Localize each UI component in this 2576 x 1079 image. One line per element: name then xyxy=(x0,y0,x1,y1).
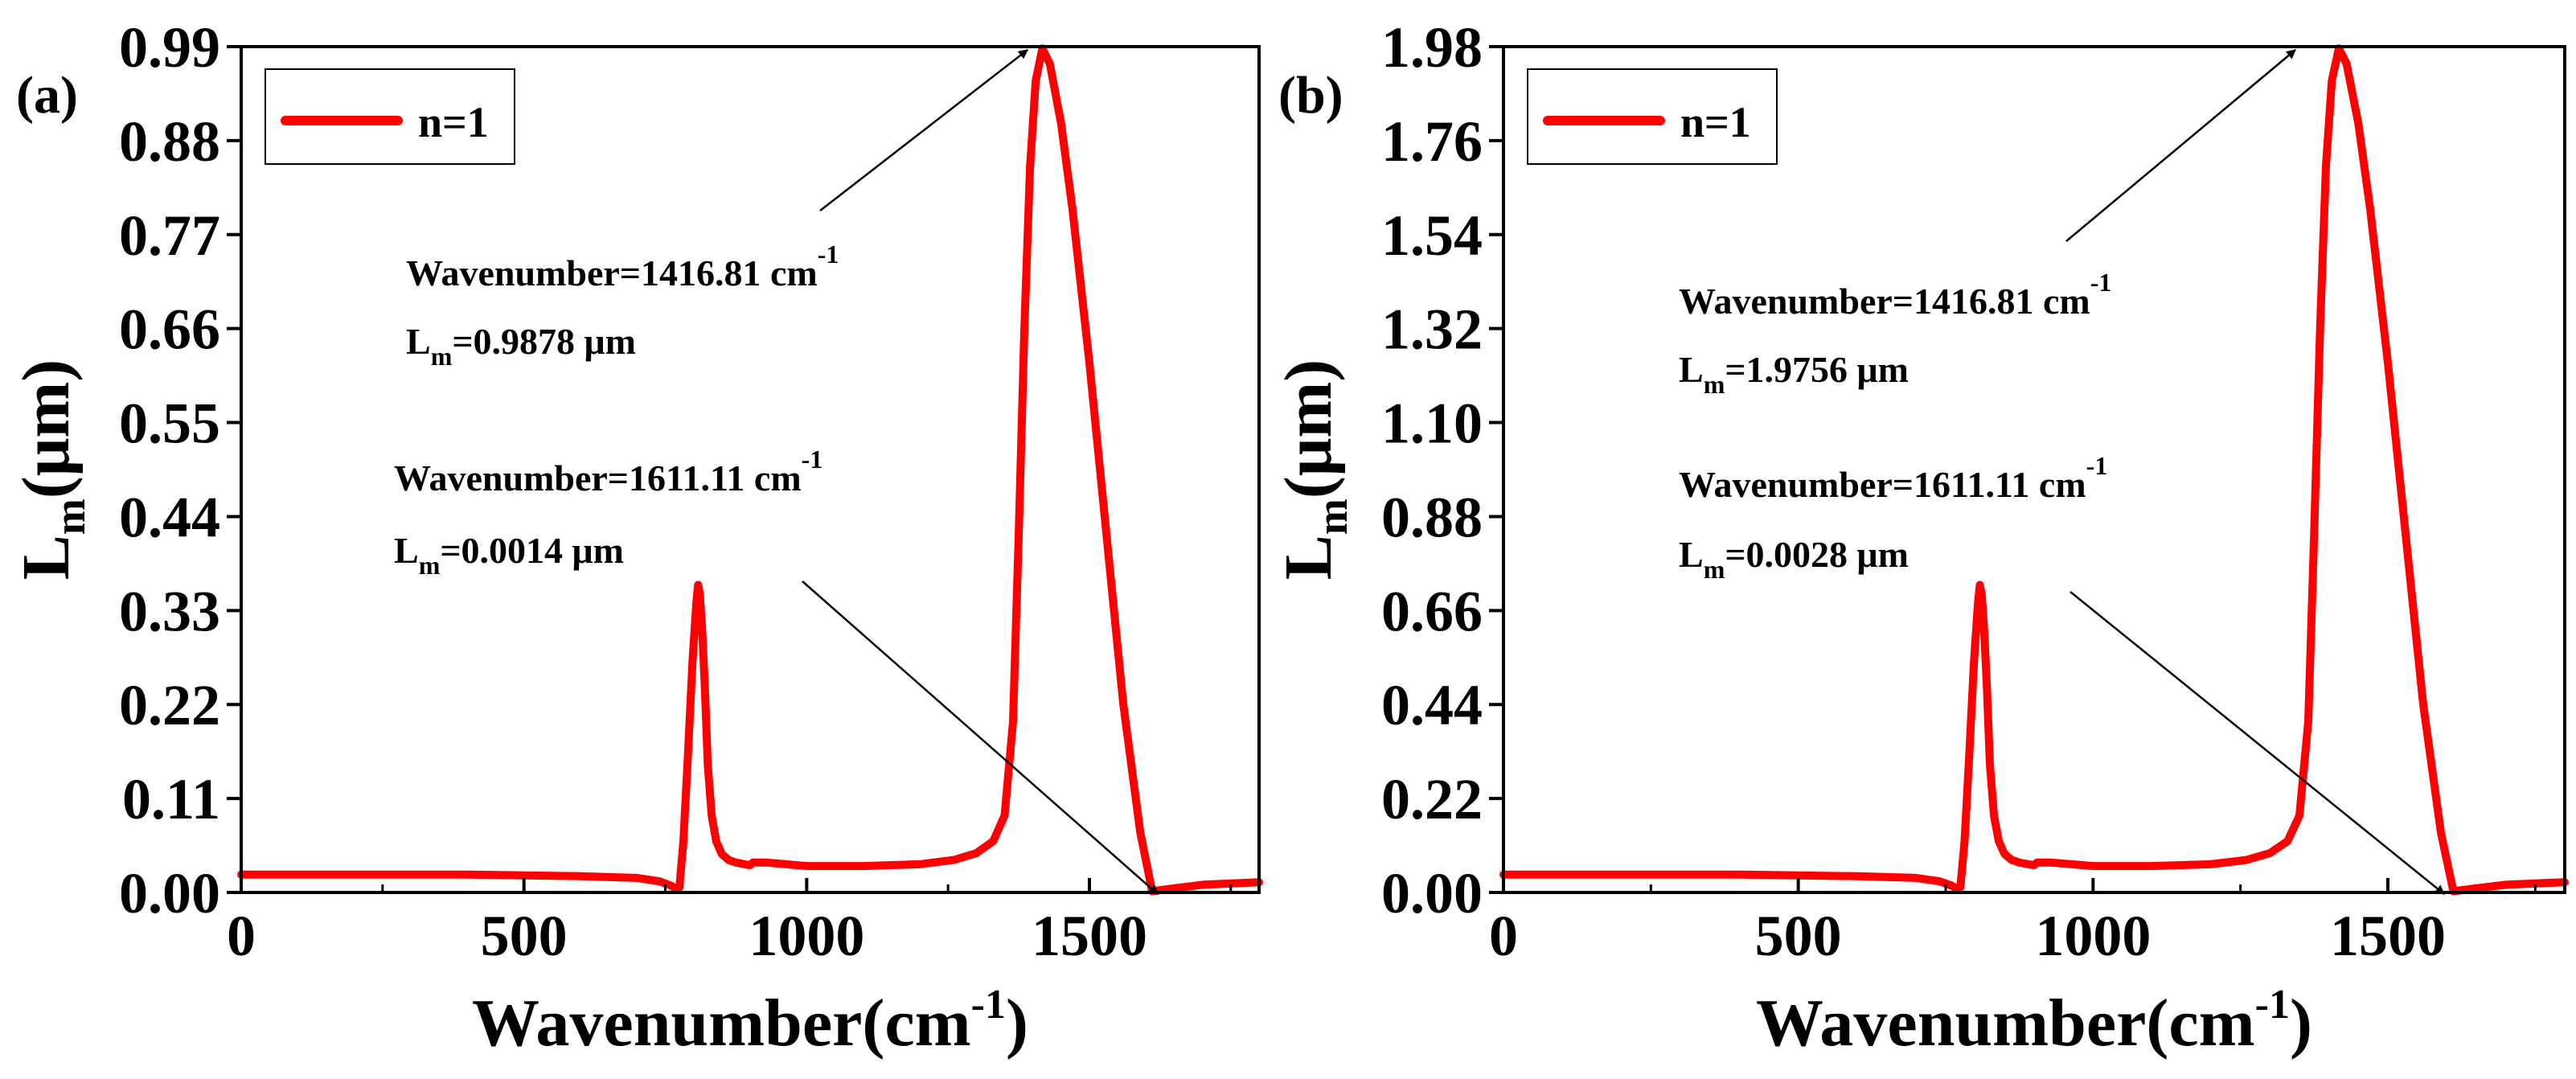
annotation-arrow-peak xyxy=(2065,49,2296,242)
annotation-superscript: -1 xyxy=(2090,268,2112,297)
x-axis-label-text: Wavenumber(cm xyxy=(1756,986,2255,1061)
annotation-lm-value: =0.9878 μm xyxy=(452,321,636,362)
annotation-superscript: -1 xyxy=(818,240,839,269)
annotation-wavenumber-minimum: Wavenumber=1611.11 cm-1 xyxy=(1679,451,2107,505)
plot-frame xyxy=(240,45,1261,894)
annotation-wavenumber-text: Wavenumber=1416.81 cm xyxy=(406,252,818,293)
y-axis-label-main: L xyxy=(1271,535,1346,580)
data-line-n=1 xyxy=(1499,44,2569,896)
legend-label: n=1 xyxy=(418,98,489,146)
x-axis-label-superscript: -1 xyxy=(2255,982,2290,1028)
annotation-lm-value: =0.0014 μm xyxy=(440,530,624,571)
annotation-arrow-peak xyxy=(819,49,1028,211)
annotation-wavenumber-text: Wavenumber=1611.11 cm xyxy=(1679,464,2086,505)
y-tick-label: 0.22 xyxy=(119,673,220,737)
x-tick-label: 1000 xyxy=(2035,904,2151,968)
y-tick-label: 0.00 xyxy=(1381,861,1483,925)
y-tick-label: 1.32 xyxy=(1381,297,1483,362)
x-axis-label-text: Wavenumber(cm xyxy=(472,986,971,1061)
y-tick-label: 0.66 xyxy=(1381,579,1483,643)
y-tick-label: 1.76 xyxy=(1381,109,1483,174)
y-tick-label: 0.99 xyxy=(119,15,220,80)
x-tick-label: 1500 xyxy=(2330,904,2446,968)
y-tick-label: 0.44 xyxy=(1381,673,1483,737)
x-axis-label-close: ) xyxy=(1006,986,1028,1061)
annotation-lm-symbol: L xyxy=(406,321,431,362)
annotation-lm-minimum: Lm=0.0014 μm xyxy=(394,530,624,580)
x-tick-label: 0 xyxy=(1489,904,1518,968)
y-tick-label: 0.88 xyxy=(1381,485,1483,549)
annotation-wavenumber-text: Wavenumber=1611.11 cm xyxy=(394,457,802,498)
legend-label: n=1 xyxy=(1680,98,1751,146)
y-axis-label-subscript: m xyxy=(1308,498,1356,535)
y-tick-label: 0.44 xyxy=(119,485,220,549)
panel-label: (b) xyxy=(1278,66,1343,125)
annotation-wavenumber-peak: Wavenumber=1416.81 cm-1 xyxy=(1679,268,2111,322)
y-axis-label-subscript: m xyxy=(46,498,94,535)
panel-label: (a) xyxy=(16,66,78,125)
x-tick-label: 0 xyxy=(227,904,256,968)
y-tick-label: 0.88 xyxy=(119,109,220,174)
annotation-subscript: m xyxy=(1704,370,1725,399)
y-axis-label: Lm(μm) xyxy=(9,359,94,581)
annotation-wavenumber-peak: Wavenumber=1416.81 cm-1 xyxy=(406,240,839,293)
x-tick-label: 1000 xyxy=(749,904,864,968)
chart-panel-a: 0 500 1000 1500 0.00 0.11 0.22 0.33 0.44 0.55 0.66… xyxy=(9,15,1263,1061)
annotation-lm-minimum: Lm=0.0028 μm xyxy=(1679,534,1909,584)
annotation-wavenumber-text: Wavenumber=1416.81 cm xyxy=(1679,281,2090,322)
annotation-arrow-minimum xyxy=(2069,591,2445,895)
annotation-superscript: -1 xyxy=(802,445,823,474)
annotation-lm-value: =1.9756 μm xyxy=(1725,349,1909,390)
annotation-subscript: m xyxy=(431,342,453,371)
annotation-subscript: m xyxy=(1704,555,1725,584)
plot-frame xyxy=(1502,45,2566,894)
x-tick-label: 1500 xyxy=(1032,904,1147,968)
x-tick-label: 500 xyxy=(481,904,568,968)
y-tick-label: 1.54 xyxy=(1381,203,1483,268)
y-tick-label: 0.22 xyxy=(1381,767,1483,831)
data-line-n=1 xyxy=(237,44,1263,896)
y-tick-label: 0.77 xyxy=(119,203,220,268)
y-tick-label: 0.55 xyxy=(119,392,220,456)
y-axis-label-unit: (μm) xyxy=(1271,359,1346,499)
y-axis-label-unit: (μm) xyxy=(9,359,84,499)
y-axis-label: Lm(μm) xyxy=(1271,359,1356,581)
annotation-superscript: -1 xyxy=(2086,451,2108,480)
annotation-lm-value: =0.0028 μm xyxy=(1725,534,1909,575)
y-tick-label: 0.11 xyxy=(122,767,220,831)
x-axis-label-close: ) xyxy=(2290,986,2312,1061)
annotation-lm-symbol: L xyxy=(1679,349,1704,390)
y-axis-label-main: L xyxy=(9,535,84,580)
y-tick-label: 0.66 xyxy=(119,297,220,362)
annotation-lm-peak: Lm=0.9878 μm xyxy=(406,321,636,371)
annotation-subscript: m xyxy=(419,551,441,580)
y-tick-label: 0.33 xyxy=(119,579,220,643)
chart-panel-b: 0 500 1000 1500 0.00 0.22 0.44 0.66 0.88 1.10 1.32… xyxy=(1271,15,2569,1061)
y-tick-label: 0.00 xyxy=(119,861,220,925)
x-axis-label-superscript: -1 xyxy=(971,982,1006,1028)
annotation-lm-peak: Lm=1.9756 μm xyxy=(1679,349,1909,399)
annotation-lm-symbol: L xyxy=(394,530,419,571)
x-axis-label: Wavenumber(cm-1) xyxy=(472,982,1028,1061)
y-tick-label: 1.98 xyxy=(1381,15,1483,80)
y-tick-label: 1.10 xyxy=(1381,392,1483,456)
x-tick-label: 500 xyxy=(1755,904,1842,968)
annotation-lm-symbol: L xyxy=(1679,534,1704,575)
x-axis-label: Wavenumber(cm-1) xyxy=(1756,982,2312,1061)
annotation-arrow-minimum xyxy=(802,581,1159,895)
annotation-wavenumber-minimum: Wavenumber=1611.11 cm-1 xyxy=(394,445,822,498)
